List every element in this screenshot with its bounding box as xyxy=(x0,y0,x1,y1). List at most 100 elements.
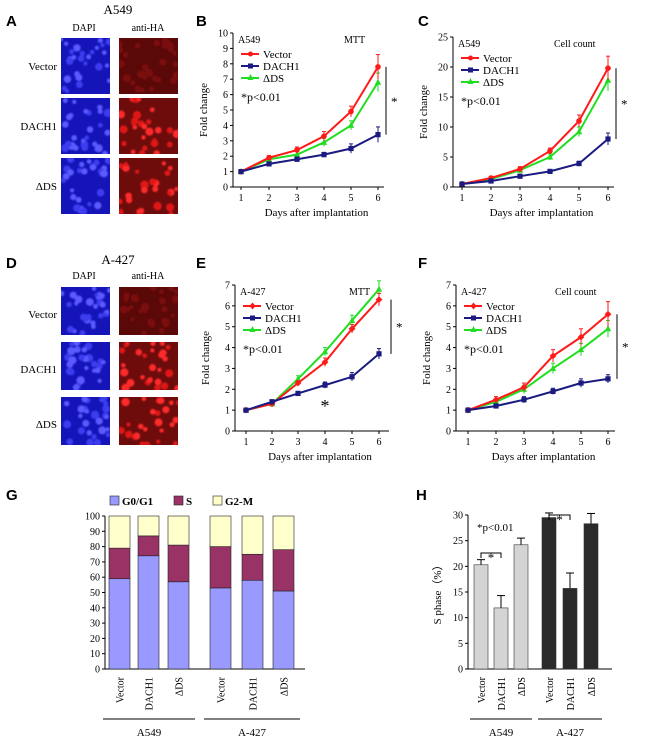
x-tick-label: Vector xyxy=(477,676,488,703)
nucleus xyxy=(79,50,85,57)
nucleus xyxy=(67,169,74,176)
significance-star: * xyxy=(321,396,330,416)
significance-star: * xyxy=(556,512,563,527)
nucleus xyxy=(86,438,94,445)
legend-marker xyxy=(248,51,253,57)
nucleus xyxy=(167,165,173,171)
nucleus xyxy=(119,40,123,48)
series-DACH1 xyxy=(465,374,611,413)
nucleus xyxy=(69,291,77,299)
nucleus xyxy=(147,377,153,383)
bar-segment-G0/G1 xyxy=(209,587,232,670)
nucleus xyxy=(95,417,103,425)
nucleus xyxy=(85,298,94,306)
nucleus xyxy=(133,432,141,440)
nucleus xyxy=(64,41,69,46)
nucleus xyxy=(106,287,110,293)
nuclei xyxy=(61,38,110,94)
legend-marker xyxy=(470,326,477,332)
nucleus xyxy=(121,363,126,368)
nucleus xyxy=(100,42,105,48)
column-label-anti-ha: anti-HA xyxy=(132,271,166,282)
nucleus xyxy=(154,384,161,390)
nucleus xyxy=(160,382,169,390)
nucleus xyxy=(171,295,178,304)
data-point xyxy=(294,147,300,153)
nucleus xyxy=(153,150,160,154)
series-line xyxy=(467,328,609,412)
legend-marker xyxy=(467,78,474,84)
nucleus xyxy=(119,198,123,205)
data-point xyxy=(575,128,583,135)
nucleus xyxy=(70,188,75,193)
y-tick-label: 80 xyxy=(90,542,100,553)
group-label: A549 xyxy=(489,727,514,739)
y-tick-label: 5 xyxy=(446,322,451,333)
legend-cell-line: A549 xyxy=(238,35,260,46)
micrograph-anti-ha-Vector xyxy=(119,287,178,335)
data-point xyxy=(321,358,329,366)
y-tick-label: 10 xyxy=(90,649,100,660)
series-DACH1 xyxy=(243,348,382,413)
panel-letter-b: B xyxy=(196,13,207,30)
series-line xyxy=(240,133,379,173)
nucleus xyxy=(70,194,77,201)
nucleus xyxy=(95,63,103,71)
x-tick-label: ΔDS xyxy=(517,677,528,696)
y-tick-label: 6 xyxy=(446,301,451,312)
y-tick-label: 5 xyxy=(225,322,230,333)
nucleus xyxy=(131,117,139,125)
nucleus xyxy=(99,397,108,402)
nucleus xyxy=(141,186,148,194)
nuclei xyxy=(64,342,106,390)
legend-cell-line: A-427 xyxy=(240,287,266,298)
bar-A-427-ΔDS xyxy=(583,523,599,670)
nucleus xyxy=(142,426,148,432)
data-point xyxy=(348,316,356,323)
nucleus xyxy=(153,201,162,211)
nucleus xyxy=(72,342,81,347)
y-tick-label: 25 xyxy=(453,536,463,547)
nucleus xyxy=(159,428,164,433)
data-point xyxy=(321,152,327,158)
y-tick-label: 25 xyxy=(438,33,448,44)
x-tick-label: Vector xyxy=(116,676,127,703)
x-tick-label: 2 xyxy=(489,193,494,204)
series-line xyxy=(240,66,379,173)
legend-label: DACH1 xyxy=(486,313,523,325)
nucleus xyxy=(156,439,161,444)
series-line xyxy=(245,353,380,412)
nucleus xyxy=(140,330,147,335)
nucleus xyxy=(72,384,80,390)
x-tick-label: 6 xyxy=(376,193,381,204)
nucleus xyxy=(138,308,143,314)
significance-bracket xyxy=(480,552,502,558)
nucleus xyxy=(144,68,154,78)
x-tick-label: DACH1 xyxy=(249,677,260,710)
data-point xyxy=(578,380,584,386)
x-tick-label: 6 xyxy=(377,437,382,448)
nucleus xyxy=(166,141,173,148)
legend-cell-line: A549 xyxy=(458,39,480,50)
nucleus xyxy=(74,301,79,306)
legend-label: ΔDS xyxy=(265,325,286,337)
row-label-deltads: ΔDS xyxy=(36,419,57,431)
nucleus xyxy=(137,98,142,102)
legend-marker xyxy=(247,74,254,80)
y-tick-label: 5 xyxy=(443,153,448,164)
nucleus xyxy=(63,400,70,407)
legend-label: ΔDS xyxy=(486,325,507,337)
data-point xyxy=(517,166,523,172)
nucleus xyxy=(140,302,150,312)
nucleus xyxy=(167,46,174,53)
bar-segment-S xyxy=(167,544,190,583)
bar-segment-G2-M xyxy=(137,515,160,537)
nucleus xyxy=(90,320,96,326)
nucleus xyxy=(66,301,72,308)
x-tick-label: 5 xyxy=(350,437,355,448)
nucleus xyxy=(149,364,156,372)
nucleus xyxy=(153,39,161,47)
nucleus xyxy=(101,360,106,365)
nuclei xyxy=(119,397,178,445)
nucleus xyxy=(77,405,85,413)
